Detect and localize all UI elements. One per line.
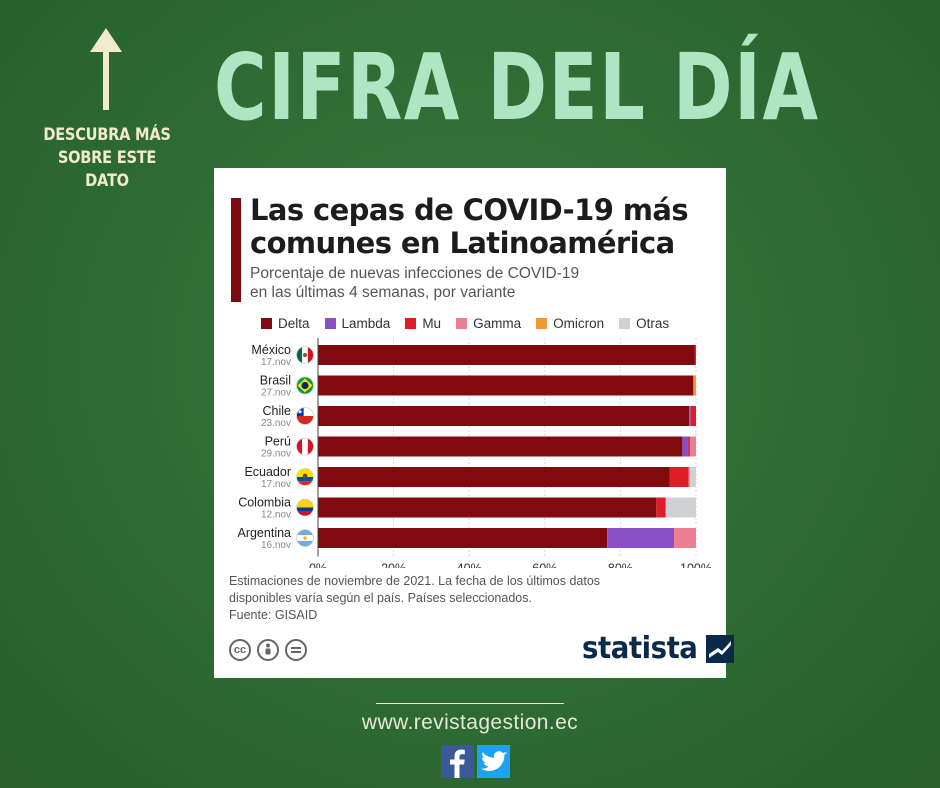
peru-flag-icon [296, 437, 314, 456]
legend-swatch [324, 318, 336, 329]
bar-gamma-argentina [674, 528, 696, 548]
chart-footnote: Estimaciones de noviembre de 2021. La fe… [229, 573, 699, 624]
page-title: CIFRA DEL DÍA [214, 34, 820, 141]
twitter-icon[interactable] [477, 745, 510, 778]
x-tick-label: 80% [608, 562, 633, 569]
cc-icon[interactable]: cc [229, 639, 251, 661]
legend-item-lambda: Lambda [324, 316, 391, 331]
attribution-icon[interactable] [257, 639, 279, 661]
up-arrow-icon[interactable] [88, 28, 124, 110]
bar-mu-colombia [656, 497, 666, 518]
legend-label: Delta [278, 316, 310, 331]
source-text: Fuente: GISAID [229, 608, 318, 622]
bar-delta-colombia [318, 497, 657, 518]
statista-logo-icon [705, 634, 734, 663]
legend-label: Lambda [341, 316, 391, 331]
legend-item-delta: Delta [261, 316, 310, 331]
bar-omicron-brasil [693, 375, 696, 396]
legend-swatch [536, 318, 548, 329]
bar-delta-chile [318, 406, 690, 426]
country-label: México [251, 343, 291, 357]
chart-subtitle: Porcentaje de nuevas infecciones de COVI… [250, 264, 710, 302]
bar-mu-méxico [694, 345, 696, 365]
brand-name: statista [582, 631, 698, 666]
country-label: Chile [263, 404, 292, 418]
title-accent-bar [231, 198, 241, 302]
facebook-icon[interactable] [441, 745, 474, 778]
bar-otras-colombia [665, 497, 696, 518]
chart-subtitle-line2: en las últimas 4 semanas, por variante [250, 284, 516, 301]
legend-swatch [405, 318, 417, 329]
chart-card: Las cepas de COVID-19 más comunes en Lat… [214, 168, 734, 678]
chart-title: Las cepas de COVID-19 más comunes en Lat… [250, 193, 689, 260]
no-derivatives-icon[interactable] [285, 639, 307, 661]
date-label: 17.nov [261, 357, 291, 368]
legend-label: Mu [422, 316, 442, 331]
date-label: 16.nov [261, 540, 291, 551]
bar-lambda-argentina [607, 528, 674, 548]
license-icons: cc [229, 639, 307, 661]
x-tick-label: 0% [309, 562, 327, 569]
legend-swatch [619, 318, 631, 329]
ecuador-flag-icon [296, 468, 314, 486]
footer-divider [376, 703, 564, 704]
chile-flag-icon [296, 407, 314, 425]
date-label: 17.nov [261, 479, 291, 490]
bar-otras-ecuador [689, 467, 696, 487]
discover-more-link[interactable]: DESCUBRA MÁS SOBRE ESTE DATO [34, 124, 180, 193]
country-label: Colombia [238, 496, 291, 510]
legend-swatch [456, 318, 468, 329]
bar-mu-ecuador [669, 467, 689, 487]
chart-plot: 0%20%40%60%80%100%México17.novBrasil27.n… [237, 338, 712, 569]
bar-lambda-chile [689, 406, 691, 426]
brasil-flag-icon [296, 376, 314, 395]
legend-label: Otras [636, 316, 670, 331]
legend-item-omicron: Omicron [536, 316, 604, 331]
date-label: 27.nov [261, 388, 291, 399]
statista-brand[interactable]: statista [582, 631, 734, 666]
bar-gamma-perú [689, 436, 696, 457]
x-tick-label: 20% [381, 562, 406, 569]
bar-lambda-perú [682, 436, 689, 457]
side-note-line2: SOBRE ESTE DATO [57, 148, 157, 191]
bar-delta-perú [318, 436, 683, 457]
legend-item-otras: Otras [619, 316, 669, 331]
date-label: 23.nov [261, 418, 291, 429]
bar-gamma-ecuador [688, 467, 690, 487]
chart-legend: Delta Lambda Mu Gamma Omicron Otras [261, 316, 684, 331]
x-tick-label: 100% [680, 562, 712, 569]
x-tick-label: 60% [532, 562, 557, 569]
bar-delta-argentina [318, 528, 608, 548]
date-label: 29.nov [261, 449, 291, 460]
bar-mu-perú [688, 436, 690, 457]
legend-swatch [261, 318, 272, 329]
chart-subtitle-line1: Porcentaje de nuevas infecciones de COVI… [250, 265, 580, 282]
country-label: Ecuador [244, 465, 291, 479]
date-label: 12.nov [261, 510, 291, 521]
bar-mu-chile [690, 406, 696, 426]
mexico-flag-icon [296, 346, 314, 364]
bar-mu-argentina [673, 528, 675, 548]
legend-item-gamma: Gamma [456, 316, 521, 331]
website-link[interactable]: www.revistagestion.ec [361, 711, 579, 734]
legend-label: Gamma [473, 316, 522, 331]
social-links [441, 745, 510, 778]
bar-delta-ecuador [318, 467, 670, 487]
x-tick-label: 40% [457, 562, 482, 569]
legend-label: Omicron [553, 316, 605, 331]
colombia-flag-icon [296, 498, 314, 517]
legend-item-mu: Mu [405, 316, 441, 331]
country-label: Perú [265, 435, 291, 449]
bar-delta-brasil [318, 375, 694, 396]
bar-delta-méxico [318, 345, 695, 365]
footnote-line2: disponibles varía según el país. Países … [229, 591, 532, 605]
argentina-flag-icon [296, 529, 314, 547]
country-label: Argentina [237, 526, 291, 540]
side-note-line1: DESCUBRA MÁS [43, 125, 171, 145]
country-label: Brasil [260, 374, 291, 388]
footnote-line1: Estimaciones de noviembre de 2021. La fe… [229, 574, 601, 588]
